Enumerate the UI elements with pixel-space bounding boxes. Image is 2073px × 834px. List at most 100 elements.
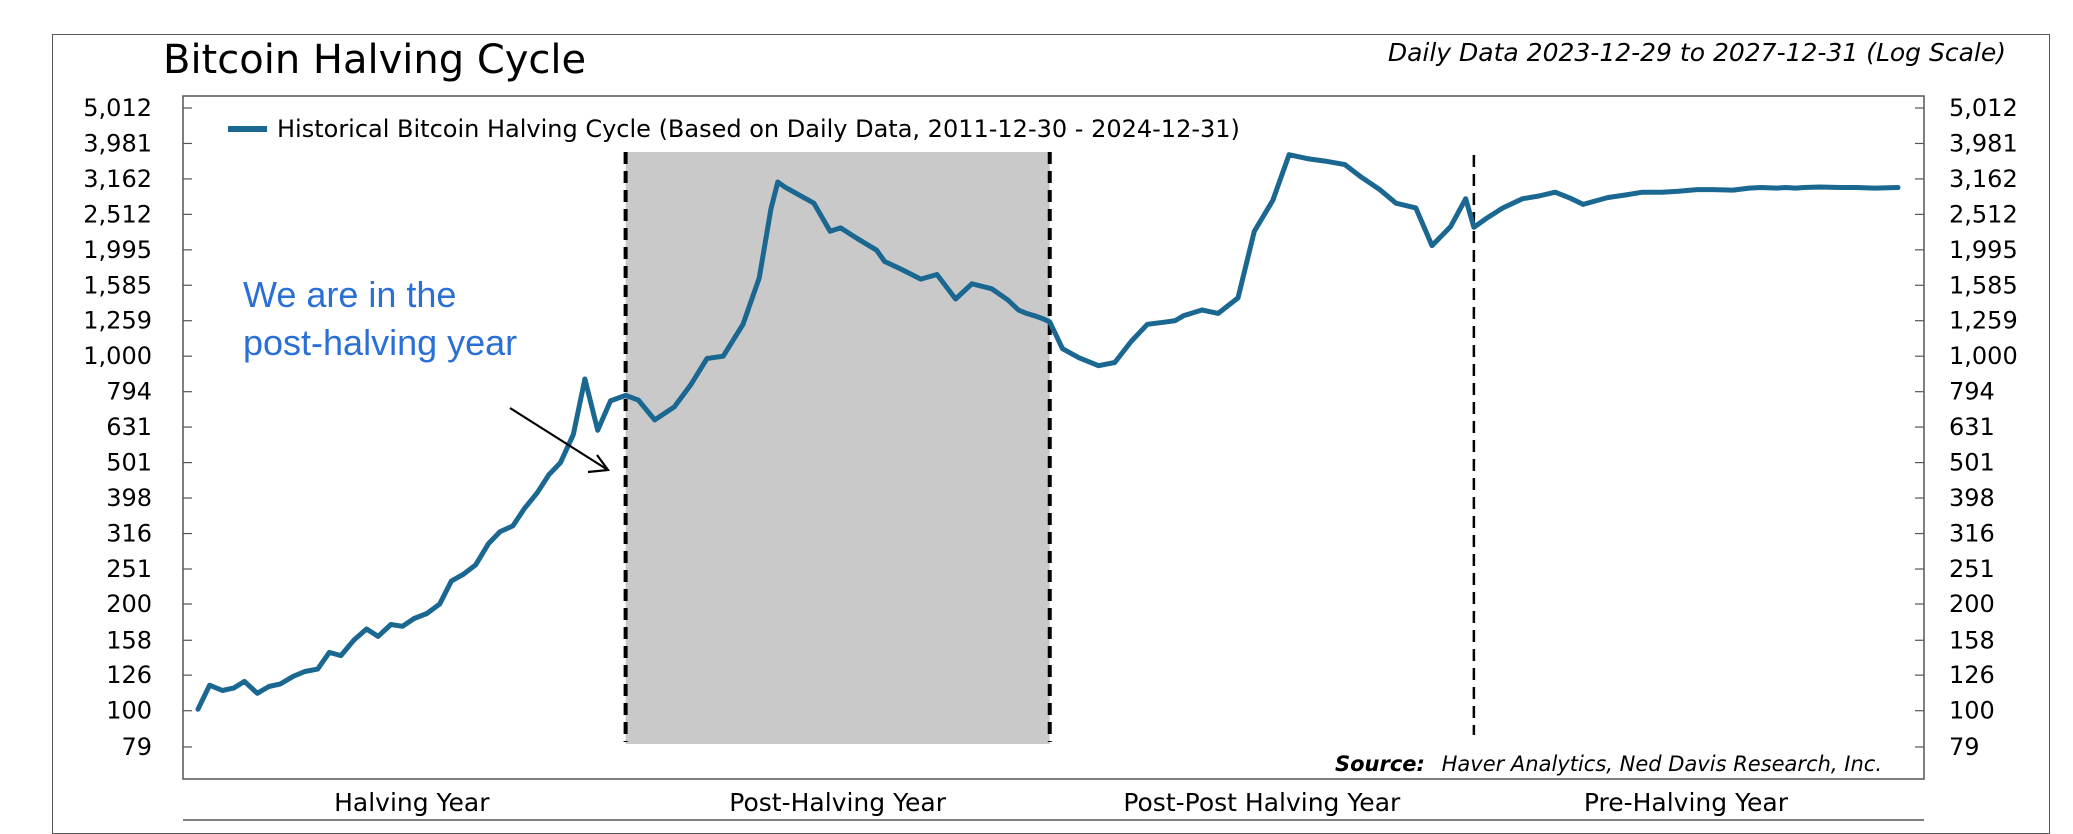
series-point: [854, 236, 860, 241]
series-point: [571, 432, 576, 437]
legend: Historical Bitcoin Halving Cycle (Based …: [228, 115, 1240, 143]
y-tick-label-right: 1,259: [1949, 307, 2018, 335]
y-tick-label-right: 398: [1949, 484, 1995, 512]
series-point: [838, 225, 843, 231]
series-point: [460, 572, 466, 577]
series-point: [827, 229, 833, 234]
series-point: [1164, 319, 1170, 325]
axes: 79 79 100 100 126 126 158 158 200 200 251 251 316 316…: [83, 94, 2018, 821]
series-point: [1694, 187, 1700, 192]
y-tick-label-left: 158: [106, 626, 152, 654]
y-tick-label-left: 251: [106, 555, 152, 583]
series-point: [302, 669, 308, 674]
y-tick-label-left: 126: [106, 661, 152, 689]
series-point: [969, 281, 975, 287]
y-tick-label-left: 1,995: [83, 236, 152, 264]
x-category-label: Post-Halving Year: [729, 788, 946, 817]
legend-label: Historical Bitcoin Halving Cycle (Based …: [277, 115, 1240, 143]
series-point: [1589, 199, 1594, 205]
series-point: [1872, 185, 1877, 191]
series-point: [1730, 187, 1736, 193]
series-point: [672, 404, 677, 409]
series-point: [953, 296, 958, 302]
series-point: [522, 506, 527, 511]
series-point: [437, 601, 442, 607]
series-point: [989, 286, 994, 291]
series-point: [497, 529, 503, 534]
series-point: [1252, 229, 1257, 234]
series-point: [1076, 355, 1081, 360]
series-point: [1145, 322, 1150, 327]
series-point: [1181, 313, 1186, 318]
series-point: [1199, 307, 1205, 313]
series-point: [1216, 311, 1221, 316]
series-point: [1270, 198, 1276, 203]
series-point: [351, 638, 356, 643]
series-point: [757, 275, 762, 281]
series-point: [400, 624, 405, 629]
y-tick-label-left: 3,162: [83, 165, 152, 193]
y-tick-label-left: 398: [106, 484, 152, 512]
y-tick-label-right: 126: [1949, 661, 1995, 689]
y-tick-label-left: 1,000: [83, 342, 152, 370]
series-point: [1500, 205, 1506, 211]
series-point: [1112, 360, 1118, 365]
y-tick-label-left: 100: [106, 697, 152, 725]
series-point: [255, 691, 260, 696]
series-point: [486, 541, 491, 546]
series-point: [688, 382, 693, 388]
series-point: [775, 179, 781, 185]
series-point: [623, 393, 628, 398]
x-category-label: Halving Year: [334, 788, 490, 817]
series-point: [1605, 195, 1610, 200]
series-point: [449, 578, 454, 584]
series-point: [636, 397, 641, 403]
series-point: [1047, 319, 1052, 325]
source-text: Haver Analytics, Ned Davis Research, Inc…: [1442, 752, 1882, 776]
series-point: [1623, 192, 1629, 198]
series-point: [898, 266, 904, 272]
series-point: [1793, 185, 1798, 191]
y-tick-label-left: 794: [106, 378, 152, 406]
y-tick-label-right: 251: [1949, 555, 1995, 583]
series-point: [1429, 243, 1435, 248]
series-point: [1520, 196, 1525, 201]
series-point: [291, 674, 296, 679]
y-tick-label-left: 5,012: [83, 94, 152, 122]
y-tick-label-right: 100: [1949, 697, 1995, 725]
y-tick-label-right: 5,012: [1949, 94, 2018, 122]
series-point: [782, 184, 788, 190]
y-tick-label-left: 2,512: [83, 200, 152, 228]
plot-area-border: [182, 95, 1925, 780]
y-tick-label-left: 316: [106, 520, 152, 548]
series-point: [1322, 158, 1328, 164]
series-point: [1377, 187, 1382, 192]
series-point: [375, 634, 381, 639]
series-point: [411, 616, 417, 621]
series-point: [1235, 295, 1241, 301]
series-point: [608, 398, 613, 404]
y-tick-label-left: 200: [106, 590, 152, 618]
series-point: [546, 472, 552, 477]
y-tick-label-left: 501: [106, 449, 152, 477]
series-point: [918, 276, 923, 282]
series-point: [207, 683, 212, 688]
series-point: [242, 679, 247, 684]
series-point: [1758, 185, 1764, 190]
series-point: [1747, 185, 1752, 191]
series-point: [1016, 307, 1021, 313]
series-point: [582, 376, 588, 382]
series-point: [266, 684, 272, 689]
series-point: [388, 622, 394, 627]
series-point: [1463, 196, 1468, 201]
series-point: [791, 190, 797, 195]
series-point: [1580, 202, 1586, 207]
series-point: [1060, 346, 1065, 351]
chart-subtitle: Daily Data 2023-12-29 to 2027-12-31 (Log…: [1387, 38, 2006, 67]
series-point: [1448, 224, 1453, 229]
series-point: [811, 201, 817, 206]
source-note: Source: Haver Analytics, Ned Davis Resea…: [1335, 752, 1882, 776]
series-point: [1853, 185, 1859, 190]
series-point: [1413, 205, 1418, 211]
chart-title: Bitcoin Halving Cycle: [163, 37, 587, 83]
